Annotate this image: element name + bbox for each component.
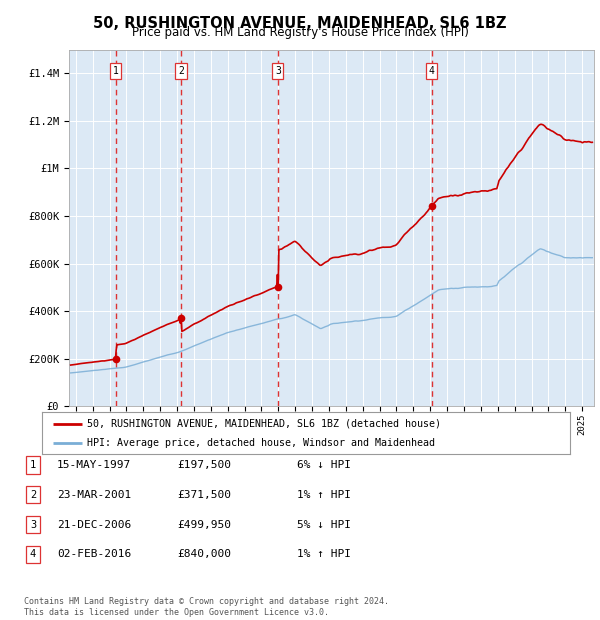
Text: 4: 4: [429, 66, 435, 76]
Text: 50, RUSHINGTON AVENUE, MAIDENHEAD, SL6 1BZ (detached house): 50, RUSHINGTON AVENUE, MAIDENHEAD, SL6 1…: [87, 419, 441, 429]
Text: Contains HM Land Registry data © Crown copyright and database right 2024.
This d: Contains HM Land Registry data © Crown c…: [24, 598, 389, 617]
Text: 4: 4: [30, 549, 36, 559]
Text: £840,000: £840,000: [177, 549, 231, 559]
Text: 2: 2: [178, 66, 184, 76]
Text: HPI: Average price, detached house, Windsor and Maidenhead: HPI: Average price, detached house, Wind…: [87, 438, 435, 448]
Text: 15-MAY-1997: 15-MAY-1997: [57, 460, 131, 470]
Text: 2: 2: [30, 490, 36, 500]
Text: 1% ↑ HPI: 1% ↑ HPI: [297, 490, 351, 500]
Text: 1% ↑ HPI: 1% ↑ HPI: [297, 549, 351, 559]
Text: £197,500: £197,500: [177, 460, 231, 470]
Text: 6% ↓ HPI: 6% ↓ HPI: [297, 460, 351, 470]
Text: 5% ↓ HPI: 5% ↓ HPI: [297, 520, 351, 529]
Text: Price paid vs. HM Land Registry's House Price Index (HPI): Price paid vs. HM Land Registry's House …: [131, 26, 469, 39]
Text: 3: 3: [30, 520, 36, 529]
Text: 02-FEB-2016: 02-FEB-2016: [57, 549, 131, 559]
Text: 23-MAR-2001: 23-MAR-2001: [57, 490, 131, 500]
Text: 3: 3: [275, 66, 281, 76]
Text: 50, RUSHINGTON AVENUE, MAIDENHEAD, SL6 1BZ: 50, RUSHINGTON AVENUE, MAIDENHEAD, SL6 1…: [93, 16, 507, 30]
Text: 1: 1: [113, 66, 119, 76]
Text: £499,950: £499,950: [177, 520, 231, 529]
Text: £371,500: £371,500: [177, 490, 231, 500]
Text: 21-DEC-2006: 21-DEC-2006: [57, 520, 131, 529]
Text: 1: 1: [30, 460, 36, 470]
